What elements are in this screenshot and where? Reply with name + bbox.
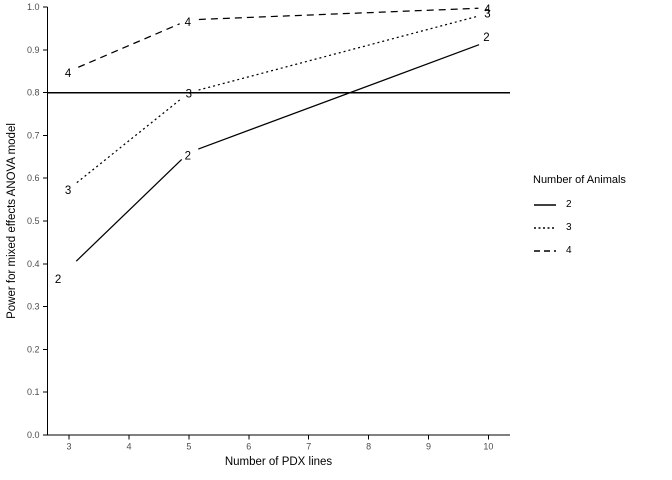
y-tick-label: 0.4 <box>27 259 40 269</box>
legend-item-label: 4 <box>566 245 572 256</box>
legend-item-label: 2 <box>566 199 572 210</box>
legend-item-animals-3: 3 <box>533 216 668 239</box>
point-label-3: 3 <box>484 8 490 20</box>
point-label-4: 4 <box>185 17 192 29</box>
legend-item-label: 3 <box>566 222 572 233</box>
x-axis-title: Number of PDX lines <box>224 456 333 468</box>
x-tick-label: 8 <box>366 442 371 452</box>
x-tick-label: 7 <box>306 442 311 452</box>
x-tick-label: 5 <box>186 442 191 452</box>
series-line-2-animals <box>75 159 183 262</box>
y-tick-label: 0.3 <box>27 302 40 312</box>
point-label-2: 2 <box>185 151 191 163</box>
x-tick-label: 10 <box>483 442 493 452</box>
x-tick-label: 4 <box>126 442 131 452</box>
legend-item-animals-2: 2 <box>533 193 668 216</box>
legend-key-dashed-line-icon <box>534 249 556 252</box>
series-line-3-animals <box>76 98 182 184</box>
point-label-2: 2 <box>55 274 61 286</box>
y-tick-label: 0.2 <box>27 344 40 354</box>
legend-key-solid-line-icon <box>534 203 556 206</box>
y-tick-label: 0.6 <box>27 173 40 183</box>
legend-key-dotted-line-icon <box>534 226 556 229</box>
point-label-3: 3 <box>186 89 192 101</box>
point-label-2: 2 <box>483 32 489 44</box>
y-tick-label: 0.9 <box>27 45 40 55</box>
x-tick-label: 6 <box>246 442 251 452</box>
legend-item-animals-4: 4 <box>533 239 668 262</box>
y-axis-ticks: 0.0 0.1 0.2 0.3 0.4 0.5 0.6 0.7 0.8 0.9 1.0 <box>27 2 48 440</box>
y-tick-label: 1.0 <box>27 2 40 12</box>
y-tick-label: 0.1 <box>27 387 40 397</box>
point-label-3: 3 <box>65 185 71 197</box>
y-tick-label: 0.7 <box>27 130 40 140</box>
y-tick-label: 0.0 <box>27 430 40 440</box>
x-tick-label: 3 <box>67 442 72 452</box>
y-axis-title: Power for mixed effects ANOVA model <box>6 123 18 319</box>
y-tick-label: 0.8 <box>27 88 40 98</box>
series-line-2-animals <box>198 44 480 150</box>
series-lines <box>75 7 480 262</box>
series-line-3-animals <box>198 15 479 91</box>
x-axis-ticks: 3 4 5 6 7 8 9 10 <box>67 435 493 452</box>
point-label-4: 4 <box>65 68 72 80</box>
series-line-4-animals <box>78 23 180 68</box>
axis-lines <box>46 7 510 436</box>
legend-title: Number of Animals <box>533 174 626 186</box>
point-label-4: 4 <box>484 4 491 16</box>
legend: Number of Animals 2 3 4 <box>533 174 668 262</box>
x-tick-label: 9 <box>426 442 431 452</box>
y-tick-label: 0.5 <box>27 216 40 226</box>
series-line-4-animals <box>198 7 479 21</box>
